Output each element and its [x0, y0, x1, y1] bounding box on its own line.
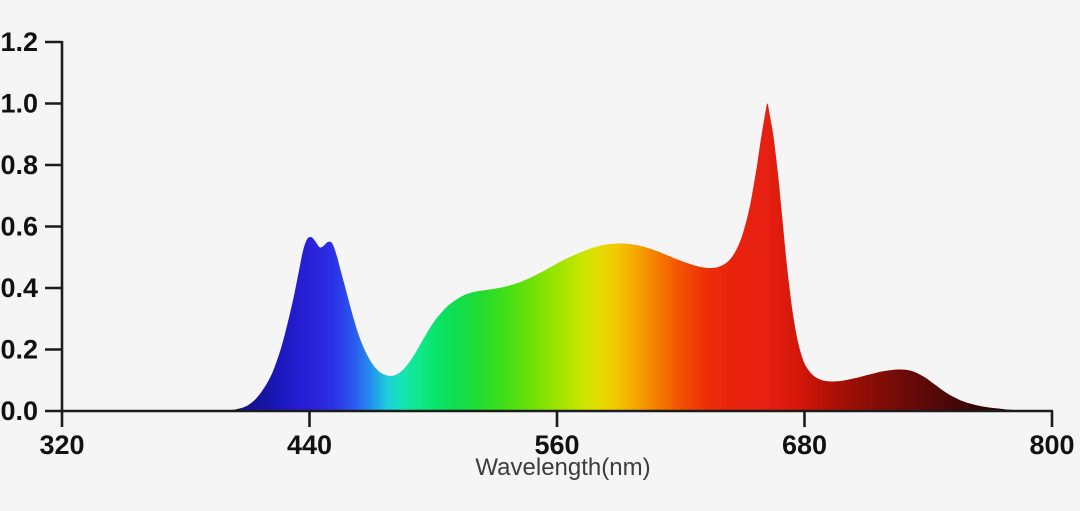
- x-tick-label: 320: [39, 430, 84, 460]
- x-axis-title: Wavelength(nm): [475, 454, 650, 481]
- y-tick-label: 0.0: [0, 396, 38, 426]
- y-tick-label: 0.8: [0, 150, 38, 180]
- x-axis-ticks: 320 440 560 680 800: [39, 411, 1075, 460]
- spectrum-curve: [222, 103, 1040, 411]
- x-tick-label: 440: [287, 430, 332, 460]
- x-tick-label: 800: [1029, 430, 1074, 460]
- y-tick-label: 0.6: [0, 212, 38, 242]
- y-axis-ticks: 0.0 0.2 0.4 0.6 0.8 1.0 1.2: [0, 27, 62, 426]
- y-tick-label: 0.2: [0, 335, 38, 365]
- y-tick-label: 1.0: [0, 89, 38, 119]
- x-tick-label: 560: [534, 430, 579, 460]
- x-tick-label: 680: [782, 430, 827, 460]
- y-tick-label: 0.4: [0, 273, 38, 303]
- y-tick-label: 1.2: [0, 27, 38, 57]
- spectrum-area-series: [222, 103, 1040, 411]
